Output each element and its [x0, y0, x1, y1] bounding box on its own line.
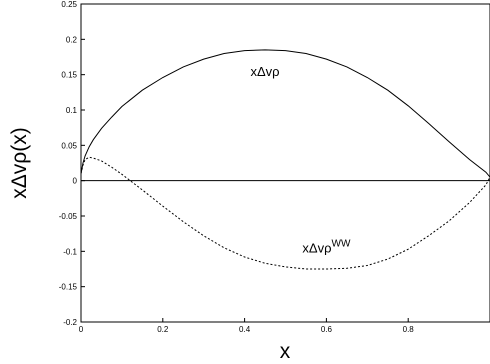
x-tick-label: 0.4 — [239, 325, 251, 334]
x-axis-title: x — [280, 340, 291, 363]
y-tick-label: 0.1 — [66, 106, 78, 115]
dashed-curve — [80, 156, 490, 270]
y-tick-label: 0 — [73, 177, 78, 186]
annotation-layer: xΔvρ xΔvρWW — [251, 64, 351, 256]
y-tick-label: -0.05 — [59, 212, 78, 221]
x-tick-label: 0.2 — [157, 325, 169, 334]
y-tick-label: -0.2 — [63, 318, 77, 327]
plot-frame — [80, 3, 490, 323]
y-tick-label: 0.05 — [61, 141, 77, 150]
x-tick-label: 0.8 — [403, 325, 415, 334]
y-tick-label: -0.15 — [59, 283, 78, 292]
y-tick-label: 0.25 — [61, 0, 77, 9]
series-layer — [80, 49, 490, 270]
x-tick-label: 0.6 — [321, 325, 333, 334]
y-tick-label: 0.15 — [61, 71, 77, 80]
y-axis-ticks: -0.2 -0.15 -0.1 -0.05 0 0.05 0.1 0.15 0.2 0.25 — [59, 0, 85, 327]
curve-annotation: xΔvρ — [251, 64, 280, 79]
y-tick-label: 0.2 — [66, 35, 78, 44]
solid-curve — [80, 49, 490, 178]
y-axis-title: xΔvρ(x) — [8, 127, 31, 198]
y-tick-label: -0.1 — [63, 247, 77, 256]
x-tick-label: 0 — [79, 325, 84, 334]
curve-annotation: xΔvρWW — [302, 239, 351, 256]
x-axis-ticks: 0 0.2 0.4 0.6 0.8 — [79, 318, 415, 334]
